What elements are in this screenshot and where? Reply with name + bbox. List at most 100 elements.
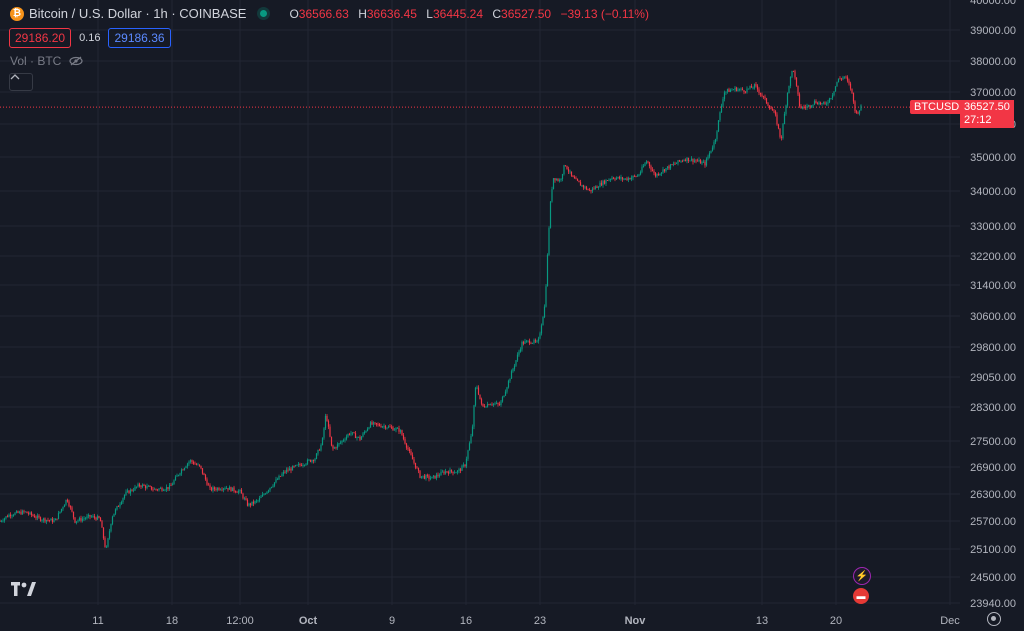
- candle-body: [171, 484, 174, 486]
- candle-body: [222, 488, 225, 490]
- low-label: L: [426, 6, 433, 21]
- y-tick-label: 23940.00: [970, 598, 1016, 610]
- candle-body: [641, 166, 643, 172]
- candle-body: [827, 102, 829, 104]
- lightning-icon[interactable]: ⚡: [853, 567, 871, 585]
- candle-body: [41, 520, 43, 522]
- candle-body: [575, 178, 577, 180]
- candle-body: [368, 427, 370, 429]
- candle-body: [552, 178, 555, 190]
- candle-body: [132, 490, 135, 492]
- candle-body: [830, 98, 832, 99]
- candle-body: [764, 96, 766, 99]
- last-price-label: 36527.50 27:12: [960, 100, 1014, 128]
- candle-body: [80, 517, 82, 521]
- candle-body: [333, 447, 336, 449]
- candle-body: [300, 464, 303, 466]
- candle-body: [635, 176, 637, 177]
- candle-body: [801, 106, 804, 109]
- candle-body: [737, 89, 739, 92]
- candle-body: [653, 171, 655, 173]
- candle-body: [443, 471, 445, 474]
- candle-body: [365, 431, 367, 433]
- eye-hidden-icon[interactable]: [69, 56, 83, 66]
- symbol-title[interactable]: Bitcoin / U.S. Dollar · 1h · COINBASE: [29, 6, 247, 21]
- candle-body: [650, 166, 652, 170]
- candle-body: [449, 469, 451, 474]
- candle-body: [576, 178, 579, 181]
- candle-body: [162, 490, 165, 492]
- candle-body: [452, 471, 454, 474]
- candle-body: [587, 189, 589, 191]
- candle-body: [621, 177, 624, 180]
- candle-body: [593, 188, 595, 190]
- candle-body: [224, 488, 226, 490]
- candle-body: [170, 485, 172, 487]
- candle-body: [339, 442, 342, 444]
- x-tick-label: 18: [166, 615, 178, 627]
- candle-body: [227, 488, 229, 490]
- candle-body: [129, 489, 132, 494]
- candle-body: [2, 520, 4, 522]
- sell-button[interactable]: 29186.20: [9, 28, 72, 48]
- candle-body: [791, 70, 793, 77]
- candle-body: [524, 341, 526, 344]
- candle-body: [243, 498, 246, 500]
- candle-body: [509, 378, 511, 381]
- candle-body: [839, 78, 841, 80]
- candle-body: [426, 475, 429, 476]
- candle-body: [303, 464, 306, 466]
- candle-body: [45, 519, 48, 522]
- buy-button[interactable]: 29186.36: [108, 28, 171, 48]
- candle-body: [84, 518, 87, 519]
- candle-body: [470, 435, 472, 444]
- candle-body: [320, 445, 322, 451]
- us-flag-icon[interactable]: ▬: [853, 588, 869, 604]
- gear-icon[interactable]: [987, 612, 1001, 626]
- candle-body: [780, 136, 783, 138]
- candle-body: [662, 169, 664, 173]
- candle-body: [602, 180, 604, 186]
- candle-body: [860, 105, 862, 111]
- candle-body: [620, 177, 622, 179]
- candle-body: [327, 421, 330, 427]
- candle-body: [81, 518, 84, 521]
- candle-body: [590, 189, 592, 192]
- candle-body: [336, 444, 339, 448]
- candle-body: [15, 511, 18, 513]
- candle-body: [423, 475, 426, 479]
- candle-body: [437, 474, 439, 476]
- candle-body: [753, 84, 756, 88]
- x-tick-label: 12:00: [226, 615, 254, 627]
- candle-body: [30, 512, 33, 515]
- candle-body: [770, 108, 772, 110]
- candle-body: [656, 173, 658, 177]
- candle-body: [216, 487, 219, 490]
- candle-body: [624, 178, 627, 180]
- candle-body: [69, 506, 72, 508]
- candle-body: [515, 360, 517, 366]
- collapse-legend-button[interactable]: [9, 73, 33, 91]
- ohlc-values: O36566.63 H36636.45 L36445.24 C36527.50 …: [289, 7, 649, 21]
- candle-body: [375, 422, 378, 425]
- close-label: C: [492, 6, 502, 21]
- candle-body: [488, 404, 490, 406]
- candle-body: [722, 98, 724, 106]
- candle-body: [566, 166, 568, 170]
- candle-body: [504, 391, 507, 396]
- candle-body: [543, 306, 546, 318]
- candle-body: [231, 487, 234, 492]
- candle-body: [212, 487, 214, 491]
- candle-body: [762, 96, 765, 98]
- candle-body: [116, 506, 118, 510]
- candle-body: [293, 466, 295, 467]
- volume-label[interactable]: Vol · BTC: [10, 54, 62, 68]
- candle-body: [242, 493, 244, 499]
- candle-body: [398, 428, 400, 432]
- candle-body: [386, 427, 388, 429]
- candle-body: [161, 488, 163, 491]
- candle-body: [855, 111, 858, 113]
- candle-body: [506, 387, 508, 392]
